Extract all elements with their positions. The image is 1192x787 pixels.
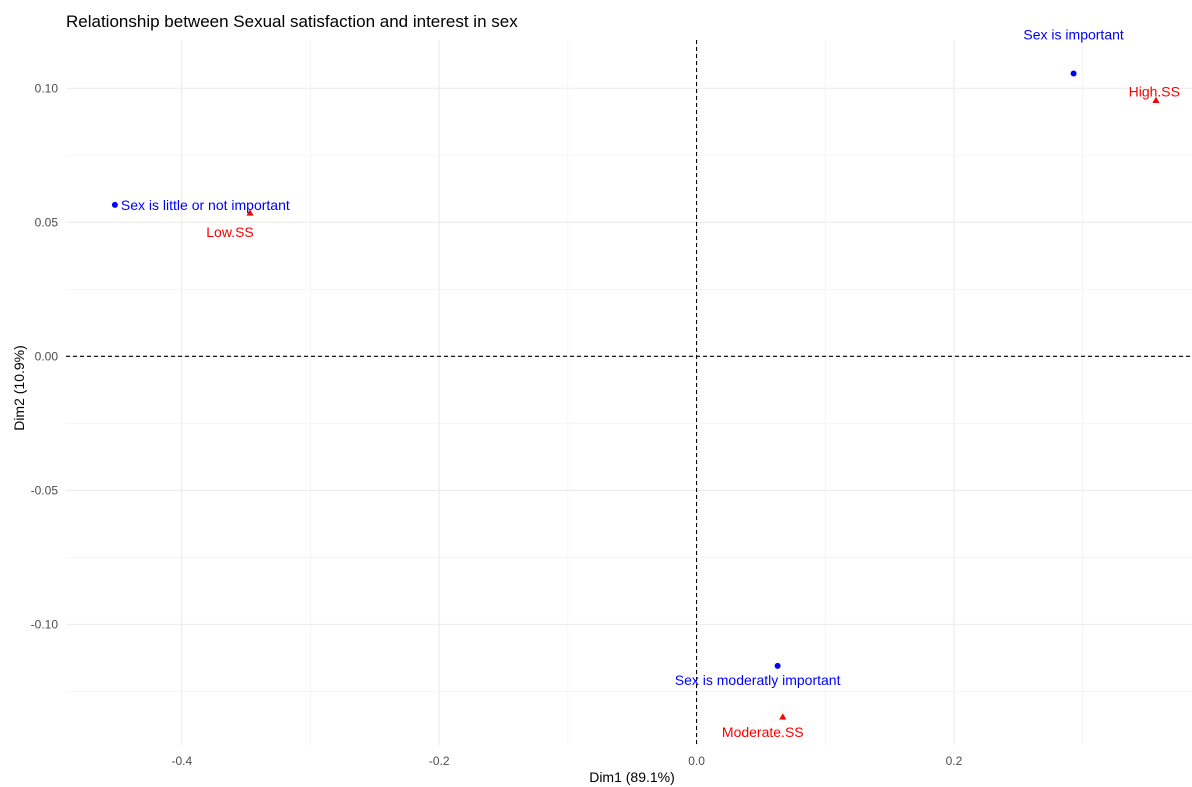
data-point-circle (774, 662, 781, 669)
data-point-label: Sex is little or not important (121, 197, 290, 213)
grid-major (66, 40, 1192, 745)
y-tick-label: 0.05 (35, 215, 59, 229)
data-point-circle (111, 201, 118, 208)
reference-lines (66, 40, 1192, 745)
x-axis-title: Dim1 (89.1%) (589, 769, 675, 785)
x-tick-label: 0.0 (688, 754, 705, 768)
x-axis-ticks: -0.4 -0.2 0.0 0.2 (171, 754, 962, 768)
data-point-circle (1070, 70, 1077, 77)
data-point-triangle (779, 713, 787, 720)
x-tick-label: -0.2 (429, 754, 450, 768)
chart-title: Relationship between Sexual satisfaction… (66, 12, 518, 31)
plot-area: Sex is little or not important Sex is imp… (66, 27, 1192, 745)
x-tick-label: 0.2 (946, 754, 963, 768)
grid-minor (66, 40, 1192, 745)
data-point-label: Moderate.SS (722, 724, 804, 740)
y-tick-label: -0.05 (31, 483, 59, 497)
data-point-label: Sex is important (1023, 27, 1123, 43)
y-axis-title: Dim2 (10.9%) (11, 345, 27, 431)
data-point-label: Sex is moderatly important (675, 672, 841, 688)
y-tick-label: 0.10 (35, 81, 59, 95)
data-point-triangle (1152, 96, 1160, 104)
data-point-label: Low.SS (206, 224, 253, 240)
y-tick-label: 0.00 (35, 349, 59, 363)
x-tick-label: -0.4 (171, 754, 192, 768)
data-point-label: High.SS (1129, 83, 1180, 99)
data-point-labels: Sex is little or not important Sex is imp… (121, 27, 1180, 740)
y-tick-label: -0.10 (31, 617, 59, 631)
y-axis-ticks: 0.10 0.05 0.00 -0.05 -0.10 (31, 81, 59, 631)
data-points (111, 70, 1160, 720)
data-point-triangle (246, 209, 254, 216)
